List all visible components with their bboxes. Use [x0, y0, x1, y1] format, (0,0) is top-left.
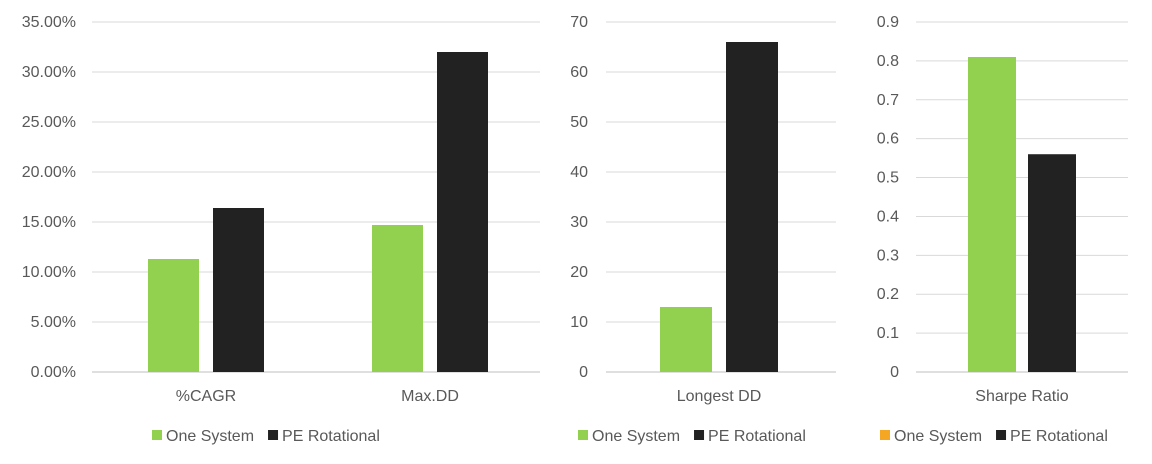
y-tick-label: 0 [579, 364, 588, 381]
y-tick-label: 5.00% [31, 314, 76, 331]
bar-one-system [660, 307, 712, 372]
legend-swatch [880, 430, 890, 440]
legend-label: One System [894, 428, 982, 445]
y-tick-label: 20.00% [22, 164, 76, 181]
y-tick-label: 0.9 [877, 14, 899, 31]
y-tick-label: 0 [890, 364, 899, 381]
legend-swatch [996, 430, 1007, 440]
bar-one-system [372, 225, 423, 372]
chart-panel-2: 0 10 20 30 40 50 60 70 Longest DD One System PE Ro… [570, 14, 836, 445]
y-tick-label: 0.6 [877, 131, 899, 148]
y-tick-label: 0.5 [877, 170, 899, 187]
y-tick-label: 70 [570, 14, 588, 31]
bar-pe-rotational [1028, 154, 1076, 372]
y-tick-label: 0.00% [31, 364, 76, 381]
y-tick-label: 25.00% [22, 114, 76, 131]
y-tick-label: 0.3 [877, 247, 899, 264]
y-tick-label: 0.1 [877, 325, 899, 342]
bar-one-system [148, 259, 199, 372]
y-tick-label: 10 [570, 314, 588, 331]
y-tick-label: 0.4 [877, 208, 899, 225]
y-tick-label: 10.00% [22, 264, 76, 281]
bar-one-system [968, 57, 1016, 372]
x-category-label: %CAGR [176, 388, 236, 405]
legend-label: One System [166, 428, 254, 445]
legend-swatch [578, 430, 588, 440]
y-tick-label: 40 [570, 164, 588, 181]
y-tick-label: 0.7 [877, 92, 899, 109]
y-tick-label: 30 [570, 214, 588, 231]
y-tick-label: 60 [570, 64, 588, 81]
legend-swatch [694, 430, 705, 440]
x-category-label: Sharpe Ratio [975, 388, 1068, 405]
y-tick-label: 30.00% [22, 64, 76, 81]
legend-label: PE Rotational [708, 428, 806, 445]
legend-swatch [268, 430, 279, 440]
y-tick-label: 0.2 [877, 286, 899, 303]
legend-label: One System [592, 428, 680, 445]
legend-label: PE Rotational [1010, 428, 1108, 445]
bar-pe-rotational [437, 52, 488, 372]
legend-label: PE Rotational [282, 428, 380, 445]
chart-panel-1: 0.00% 5.00% 10.00% 15.00% 20.00% 25.00% 30.00%… [22, 14, 540, 445]
bar-pe-rotational [213, 208, 264, 372]
x-category-label: Max.DD [401, 388, 459, 405]
chart-panel-3: 0 0.1 0.2 0.3 0.4 0.5 0.6 0.7 0.8 0.9 Sharpe Ratio… [877, 14, 1128, 445]
legend-swatch [152, 430, 162, 440]
y-tick-label: 35.00% [22, 14, 76, 31]
y-tick-label: 20 [570, 264, 588, 281]
y-tick-label: 15.00% [22, 214, 76, 231]
y-tick-label: 0.8 [877, 53, 899, 70]
x-category-label: Longest DD [677, 388, 762, 405]
y-tick-label: 50 [570, 114, 588, 131]
bar-pe-rotational [726, 42, 778, 372]
